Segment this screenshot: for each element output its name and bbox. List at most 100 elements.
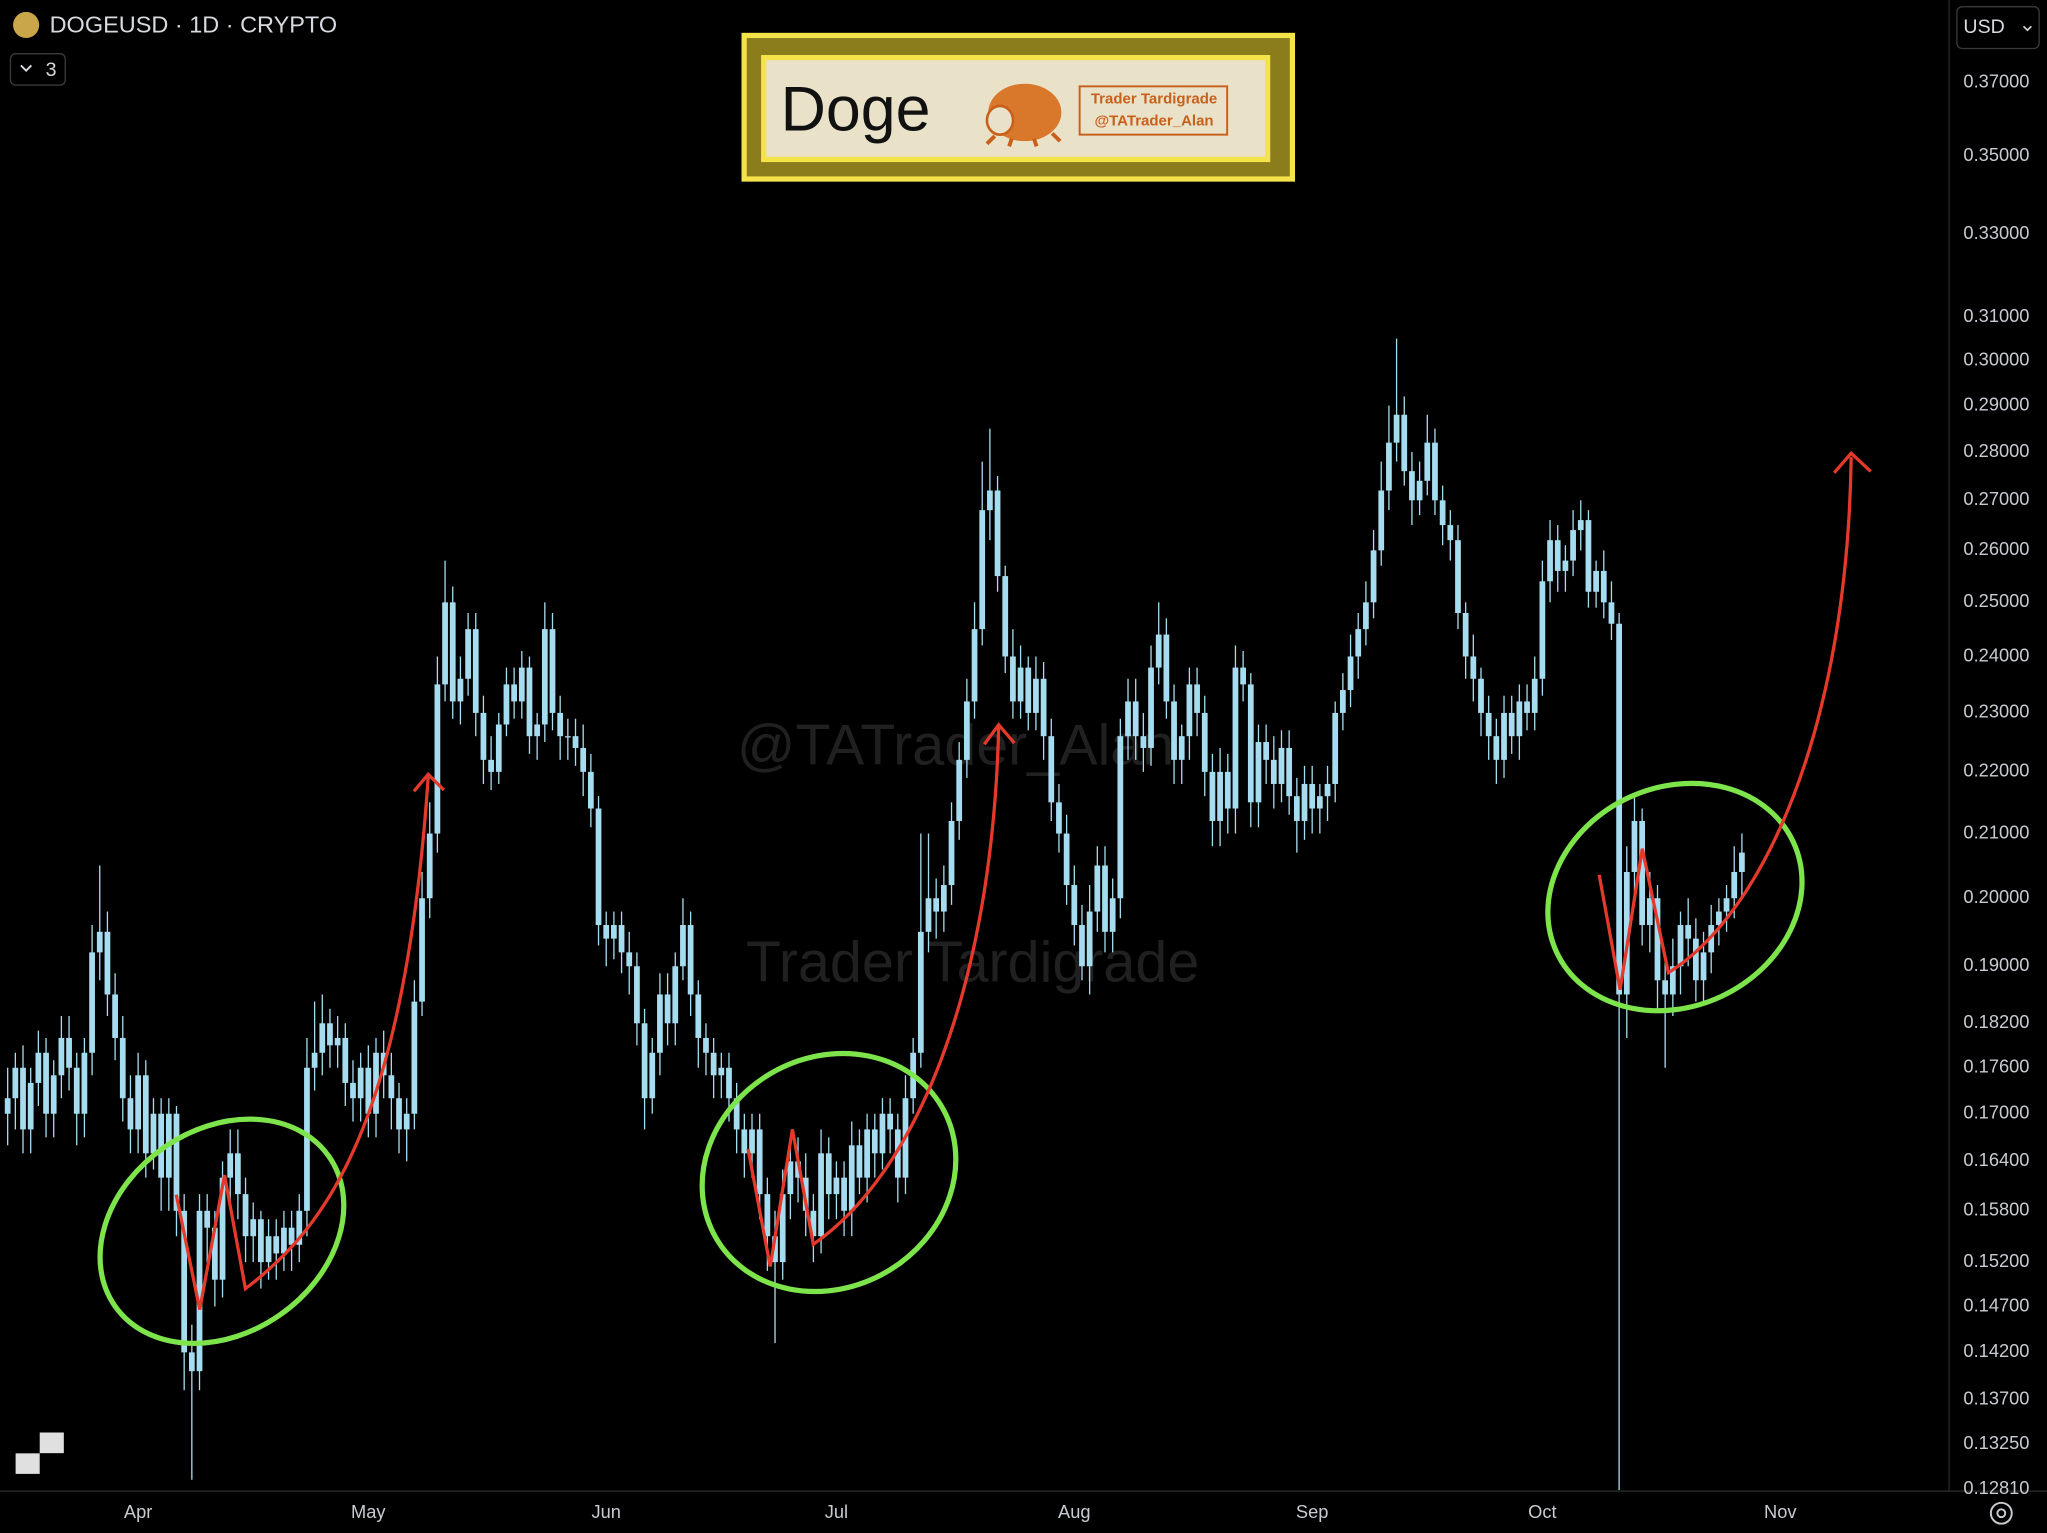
candle-body bbox=[1600, 570, 1607, 603]
candle-body bbox=[1493, 736, 1500, 760]
candle-body bbox=[304, 1067, 310, 1211]
candle-body bbox=[772, 1236, 778, 1263]
y-tick-label: 0.13700 bbox=[1963, 1388, 2029, 1409]
candle-body bbox=[887, 1113, 894, 1130]
candle-body bbox=[1255, 742, 1262, 803]
candle-body bbox=[933, 898, 940, 912]
candle-body bbox=[733, 1098, 740, 1130]
candle-body bbox=[1232, 667, 1239, 809]
candle-body bbox=[994, 490, 1001, 577]
candle-body bbox=[825, 1153, 832, 1195]
candle-body bbox=[1155, 634, 1162, 668]
x-tick-label: Sep bbox=[1296, 1501, 1329, 1522]
candle-body bbox=[196, 1210, 203, 1372]
candle-body bbox=[549, 629, 556, 713]
candle-body bbox=[572, 736, 579, 748]
y-tick-label: 0.14200 bbox=[1963, 1340, 2029, 1361]
candle-body bbox=[595, 808, 602, 926]
candle-body bbox=[319, 1023, 326, 1053]
candle-body bbox=[1539, 581, 1546, 679]
candle-body bbox=[1608, 602, 1615, 624]
candle-body bbox=[1692, 938, 1699, 981]
candle-body bbox=[1739, 852, 1745, 872]
candle-body bbox=[1347, 656, 1354, 691]
y-tick-label: 0.31000 bbox=[1963, 305, 2029, 326]
candle-body bbox=[449, 602, 456, 702]
candle-body bbox=[871, 1129, 878, 1154]
y-tick-label: 0.28000 bbox=[1963, 440, 2029, 461]
candle-body bbox=[833, 1177, 840, 1195]
candle-body bbox=[1355, 629, 1362, 657]
candle-body bbox=[112, 994, 118, 1038]
watermark: Trader Tardigrade bbox=[746, 930, 1199, 994]
candle-body bbox=[327, 1023, 333, 1046]
annotations bbox=[97, 450, 1872, 1346]
candle-body bbox=[1286, 747, 1293, 797]
candle-body bbox=[1132, 701, 1139, 737]
candle-body bbox=[104, 931, 111, 995]
candle-body bbox=[1631, 820, 1638, 872]
projection-arrow bbox=[1597, 450, 1872, 991]
candle-body bbox=[219, 1177, 226, 1280]
currency-button[interactable] bbox=[1956, 6, 2040, 50]
candle-body bbox=[626, 952, 633, 967]
candle-body bbox=[925, 898, 932, 932]
candle-body bbox=[480, 712, 487, 760]
candle-body bbox=[787, 1161, 794, 1195]
candle-body bbox=[1171, 701, 1177, 760]
indicator-toggle[interactable] bbox=[9, 53, 66, 86]
y-tick-label: 0.33000 bbox=[1963, 222, 2029, 243]
candle-body bbox=[350, 1082, 356, 1099]
indicator-count: 3 bbox=[46, 59, 57, 81]
y-tick-label: 0.23000 bbox=[1963, 701, 2029, 722]
candle-body bbox=[664, 994, 671, 1024]
y-tick-label: 0.21000 bbox=[1963, 821, 2029, 842]
candle-body bbox=[879, 1113, 886, 1154]
candle-body bbox=[603, 925, 610, 939]
candle-body bbox=[1224, 771, 1231, 809]
candle-body bbox=[1685, 925, 1692, 939]
candle-body bbox=[1470, 656, 1477, 679]
candle-body bbox=[1340, 690, 1346, 713]
settings-icon[interactable] bbox=[1989, 1501, 2013, 1525]
candle-body bbox=[488, 759, 494, 772]
candle-body bbox=[710, 1052, 717, 1076]
candle-body bbox=[818, 1153, 824, 1237]
chevron bbox=[20, 64, 33, 73]
plot-area bbox=[4, 338, 1745, 1491]
candle-body bbox=[89, 952, 95, 1053]
candle-body bbox=[1109, 898, 1116, 932]
x-tick-label: Nov bbox=[1764, 1501, 1797, 1522]
candle-body bbox=[1209, 771, 1216, 821]
candle-body bbox=[541, 629, 548, 725]
author-box bbox=[1078, 85, 1229, 136]
y-tick-label: 0.19000 bbox=[1963, 954, 2029, 975]
candle-body bbox=[672, 966, 679, 1024]
candle-body bbox=[564, 736, 571, 738]
candle-body bbox=[534, 724, 541, 737]
candle-body bbox=[288, 1227, 295, 1245]
projection-arrow bbox=[174, 771, 446, 1310]
y-tick-label: 0.30000 bbox=[1963, 348, 2029, 369]
candle-body bbox=[1409, 471, 1415, 501]
candle-body bbox=[66, 1037, 72, 1068]
candle-body bbox=[342, 1037, 349, 1083]
banner: Doge Trader Tardigrade @TATrader_Alan bbox=[741, 32, 1296, 182]
candle-body bbox=[1401, 414, 1408, 472]
candle-body bbox=[634, 966, 640, 1024]
y-tick-label: 0.17000 bbox=[1963, 1102, 2029, 1123]
y-tick-label: 0.15200 bbox=[1963, 1250, 2029, 1271]
y-tick-label: 0.18200 bbox=[1963, 1011, 2029, 1032]
highlight-ellipse bbox=[1545, 780, 1805, 1014]
watermarks: @TATrader_Alan Trader Tardigrade bbox=[737, 714, 1199, 995]
candle-body bbox=[649, 1052, 656, 1099]
candle-body bbox=[211, 1227, 218, 1280]
candle-body bbox=[1723, 898, 1730, 912]
x-tick-label: May bbox=[351, 1501, 386, 1522]
candle-body bbox=[273, 1236, 280, 1254]
candle-body bbox=[181, 1210, 188, 1353]
candle-body bbox=[864, 1129, 870, 1178]
candle-body bbox=[1516, 701, 1523, 737]
candle-body bbox=[35, 1052, 42, 1083]
candle-body bbox=[1140, 736, 1147, 748]
